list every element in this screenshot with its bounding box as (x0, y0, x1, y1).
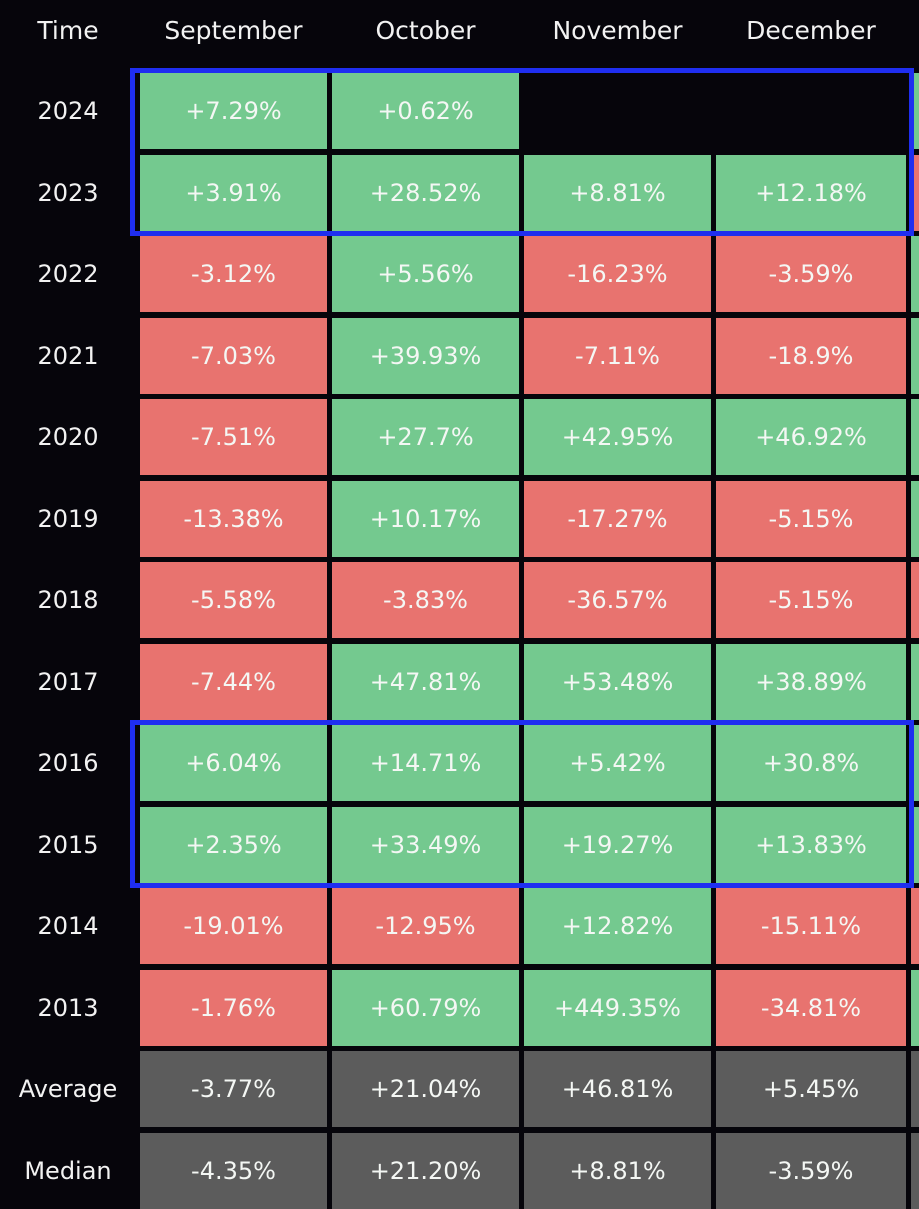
row-label-2015: 2015 (37, 830, 99, 859)
table-cell: +8.81% (524, 1132, 711, 1209)
row-label-2021: 2021 (37, 341, 99, 370)
table-cell: +46.81% (524, 1051, 711, 1127)
table-cell: -5.15% (716, 480, 906, 557)
table-cell: -13.38% (140, 480, 327, 557)
partial-column-cell (911, 154, 919, 231)
table-cell: +12.82% (524, 888, 711, 964)
table-cell: -1.76% (140, 969, 327, 1046)
row-label-2014: 2014 (37, 912, 99, 940)
table-cell: +7.29% (140, 73, 327, 149)
table-cell: +47.81% (332, 643, 519, 720)
column-header-december: December (746, 16, 876, 45)
table-cell: +8.81% (524, 154, 711, 231)
table-cell: -5.15% (716, 562, 906, 638)
row-label-2020: 2020 (37, 423, 99, 451)
partial-column-cell (911, 317, 919, 394)
partial-column-cell (911, 806, 919, 883)
table-cell: +60.79% (332, 969, 519, 1046)
row-label-2019: 2019 (37, 504, 99, 533)
table-cell: +21.20% (332, 1132, 519, 1209)
table-cell: -18.9% (716, 317, 906, 394)
table-cell: +21.04% (332, 1051, 519, 1127)
partial-column-cell (911, 236, 919, 312)
table-cell: -16.23% (524, 236, 711, 312)
table-cell: +13.83% (716, 806, 906, 883)
table-cell: -3.83% (332, 562, 519, 638)
partial-column-cell (911, 562, 919, 638)
partial-column-cell (911, 969, 919, 1046)
row-label-2013: 2013 (37, 993, 99, 1022)
table-cell: +33.49% (332, 806, 519, 883)
table-cell: +27.7% (332, 399, 519, 475)
row-label-2017: 2017 (37, 667, 99, 696)
table-cell: -3.12% (140, 236, 327, 312)
table-cell: +449.35% (524, 969, 711, 1046)
table-cell: -34.81% (716, 969, 906, 1046)
table-cell: -36.57% (524, 562, 711, 638)
table-cell: +39.93% (332, 317, 519, 394)
table-cell: -12.95% (332, 888, 519, 964)
partial-column-cell (911, 480, 919, 557)
table-cell: +30.8% (716, 725, 906, 801)
table-cell: +53.48% (524, 643, 711, 720)
highlight-box (130, 720, 914, 888)
partial-column-cell (911, 1132, 919, 1209)
table-cell: -15.11% (716, 888, 906, 964)
table-cell: +3.91% (140, 154, 327, 231)
table-cell: +46.92% (716, 399, 906, 475)
table-cell: -17.27% (524, 480, 711, 557)
partial-column-cell (911, 1051, 919, 1127)
table-cell: +2.35% (140, 806, 327, 883)
table-cell: +19.27% (524, 806, 711, 883)
table-cell: +14.71% (332, 725, 519, 801)
partial-column-cell (911, 73, 919, 149)
table-cell: -7.44% (140, 643, 327, 720)
table-cell: -19.01% (140, 888, 327, 964)
table-cell: +10.17% (332, 480, 519, 557)
highlight-box (130, 68, 914, 236)
table-cell: -7.03% (140, 317, 327, 394)
table-cell: +5.45% (716, 1051, 906, 1127)
column-header-october: October (375, 16, 476, 45)
table-cell: -5.58% (140, 562, 327, 638)
column-header-time: Time (37, 16, 99, 45)
row-label-average: Average (18, 1075, 118, 1103)
row-label-2016: 2016 (37, 749, 99, 777)
table-cell: -3.77% (140, 1051, 327, 1127)
row-label-median: Median (24, 1156, 112, 1185)
table-cell: +5.42% (524, 725, 711, 801)
table-cell: +12.18% (716, 154, 906, 231)
row-label-2018: 2018 (37, 586, 99, 614)
partial-column-cell (911, 399, 919, 475)
row-label-2022: 2022 (37, 260, 99, 288)
table-cell: -7.51% (140, 399, 327, 475)
row-label-2023: 2023 (37, 178, 99, 207)
partial-column-cell (911, 725, 919, 801)
table-cell: -3.59% (716, 1132, 906, 1209)
column-header-september: September (164, 16, 303, 45)
partial-column-cell (911, 643, 919, 720)
table-cell: +0.62% (332, 73, 519, 149)
table-cell: +6.04% (140, 725, 327, 801)
table-cell: -3.59% (716, 236, 906, 312)
column-header-november: November (552, 16, 683, 45)
row-label-2024: 2024 (37, 97, 99, 125)
table-cell: +5.56% (332, 236, 519, 312)
table-cell: -4.35% (140, 1132, 327, 1209)
table-cell: -7.11% (524, 317, 711, 394)
table-cell: +42.95% (524, 399, 711, 475)
table-cell: +28.52% (332, 154, 519, 231)
partial-column-cell (911, 888, 919, 964)
table-cell: +38.89% (716, 643, 906, 720)
